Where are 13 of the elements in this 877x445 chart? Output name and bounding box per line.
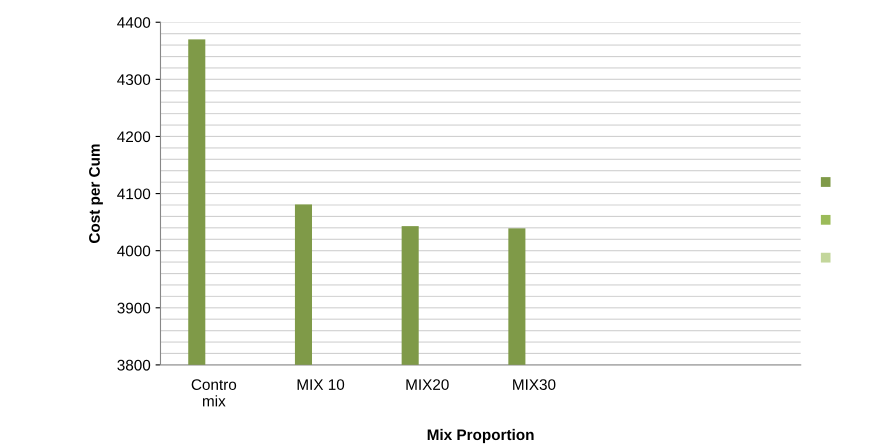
y-tick-label: 4000 <box>117 246 150 256</box>
y-tick-label: 4300 <box>117 74 150 86</box>
x-tick-label: MIX30 <box>513 379 556 390</box>
y-tick-label: 3800 <box>117 360 150 371</box>
x-tick-label: Contro mix <box>192 379 236 406</box>
x-tick-label: MIX 10 <box>298 379 344 390</box>
y-tick-label: 3900 <box>117 302 150 314</box>
x-axis-title: Mix Proportion <box>428 428 534 444</box>
y-tick-label: 4100 <box>117 188 150 200</box>
x-tick-label: MIX20 <box>406 379 449 390</box>
y-tick-label: 4400 <box>117 17 150 28</box>
y-axis-title: Cost per Cum <box>89 144 103 244</box>
y-tick-label: 4200 <box>117 131 150 142</box>
